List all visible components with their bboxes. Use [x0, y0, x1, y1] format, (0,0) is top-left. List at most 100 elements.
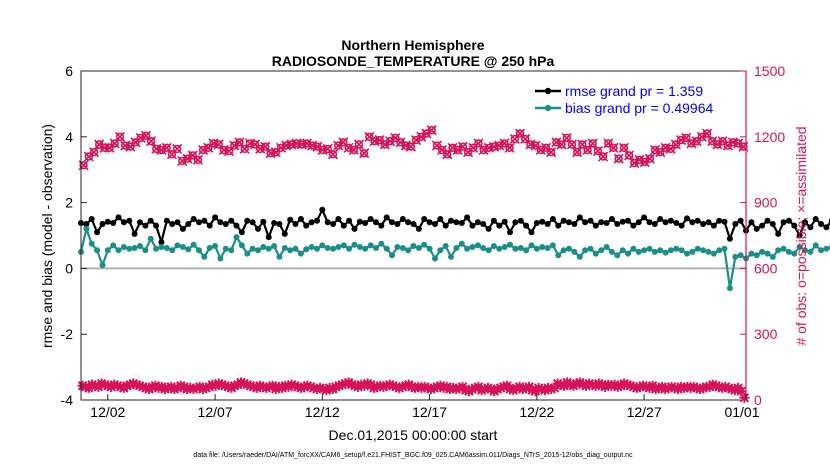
obs-assimilated-marker [153, 382, 164, 393]
obs-assimilated-marker [182, 384, 193, 395]
obs-possible-cross [343, 142, 354, 153]
obs-possible-circle [458, 142, 468, 151]
obs-assimilated-cross [685, 382, 696, 393]
rmse-point [769, 221, 776, 227]
obs-possible-circle [110, 139, 120, 148]
obs-assimilated-cross [188, 384, 199, 395]
obs-assimilated-cross [273, 381, 284, 392]
x-tick-label: 12/07 [198, 404, 233, 420]
obs-assimilated-marker [346, 379, 357, 390]
y-tick-label-right: 1200 [754, 129, 785, 145]
obs-possible-circle [261, 142, 270, 151]
obs-assimilated-cross [153, 382, 164, 393]
rmse-point [651, 221, 658, 227]
obs-assimilated-cross [229, 380, 240, 391]
obs-possible-cross [639, 156, 650, 168]
obs-assimilated-marker [571, 378, 582, 389]
rmse-point [544, 221, 551, 227]
obs-assimilated-marker [682, 381, 693, 392]
obs-possible-circle [578, 140, 587, 149]
rmse-point [453, 219, 460, 226]
obs-assimilated-marker [308, 382, 319, 393]
obs-assimilated-cross [603, 379, 614, 390]
rmse-point [335, 216, 342, 222]
obs-possible-circle [349, 145, 358, 155]
obs-assimilated-cross [258, 381, 269, 392]
obs-possible-cross [608, 142, 619, 153]
obs-assimilated-marker [362, 378, 373, 389]
obs-assimilated-cross [726, 384, 737, 395]
rmse-point [533, 220, 540, 226]
bias-point [635, 248, 642, 255]
obs-assimilated-marker [292, 381, 303, 392]
rmse-point [507, 229, 513, 236]
obs-assimilated-marker [220, 380, 231, 391]
obs-possible-marker [556, 139, 567, 150]
obs-assimilated-cross [296, 382, 307, 393]
obs-possible-circle [588, 139, 597, 148]
bias-point [791, 250, 798, 257]
obs-assimilated-marker [669, 382, 680, 393]
bias-point [608, 248, 615, 255]
obs-possible-cross [379, 139, 390, 150]
obs-assimilated-cross [140, 382, 151, 393]
obs-assimilated-marker [482, 382, 493, 393]
y-tick-label-left: -4 [61, 392, 74, 408]
obs-assimilated-marker [533, 382, 544, 393]
rmse-point [314, 217, 320, 224]
obs-assimilated-cross [679, 382, 690, 393]
obs-assimilated-marker [188, 384, 199, 395]
obs-possible-circle [572, 148, 582, 157]
obs-assimilated-cross [286, 379, 297, 390]
obs-possible-circle [214, 140, 223, 149]
rmse-point [818, 221, 825, 227]
rmse-point [153, 222, 160, 229]
x-tick-label: 12/12 [305, 404, 340, 420]
obs-assimilated-cross [362, 378, 373, 389]
rmse-point [410, 221, 417, 227]
rmse-point [233, 222, 240, 229]
rmse-point [297, 216, 304, 222]
series-rmse [78, 206, 830, 246]
obs-assimilated-cross [305, 381, 316, 392]
obs-assimilated-cross [372, 381, 383, 392]
bias-point [222, 245, 229, 252]
obs-possible-circle [598, 152, 608, 161]
obs-assimilated-marker [235, 377, 246, 388]
obs-possible-circle [702, 129, 712, 138]
obs-assimilated-cross [634, 381, 645, 392]
obs-assimilated-cross [280, 380, 291, 391]
rmse-point [120, 219, 127, 226]
obs-possible-circle [141, 131, 151, 140]
rmse-point [137, 219, 143, 226]
obs-assimilated-cross [517, 384, 528, 395]
obs-assimilated-cross [131, 379, 142, 390]
obs-assimilated-marker [191, 382, 202, 393]
bias-point [818, 247, 825, 254]
obs-assimilated-cross [543, 382, 554, 393]
obs-possible-cross [421, 128, 432, 139]
obs-possible-cross [634, 154, 645, 165]
legend: rmse grand pr = 1.359 bias grand pr = 0.… [535, 83, 713, 116]
obs-possible-circle [692, 137, 701, 146]
obs-possible-cross [426, 125, 437, 136]
obs-possible-marker [644, 153, 655, 164]
obs-assimilated-marker [318, 384, 329, 395]
bias-point [539, 244, 546, 250]
obs-possible-cross [114, 131, 126, 142]
obs-assimilated-marker [131, 379, 142, 390]
obs-assimilated-cross [505, 384, 516, 395]
rmse-point [110, 220, 117, 226]
rmse-point [421, 216, 428, 222]
rmse-point [523, 222, 530, 229]
obs-possible-cross [395, 137, 406, 148]
obs-possible-circle [162, 143, 171, 153]
bias-point [330, 245, 337, 252]
obs-possible-marker [701, 128, 713, 139]
bias-point [485, 247, 492, 254]
bias-point [383, 245, 390, 252]
obs-assimilated-cross [419, 381, 430, 392]
y-tick-label-right: 0 [754, 392, 762, 408]
obs-possible-cross [177, 155, 188, 166]
obs-assimilated-cross [375, 380, 386, 391]
